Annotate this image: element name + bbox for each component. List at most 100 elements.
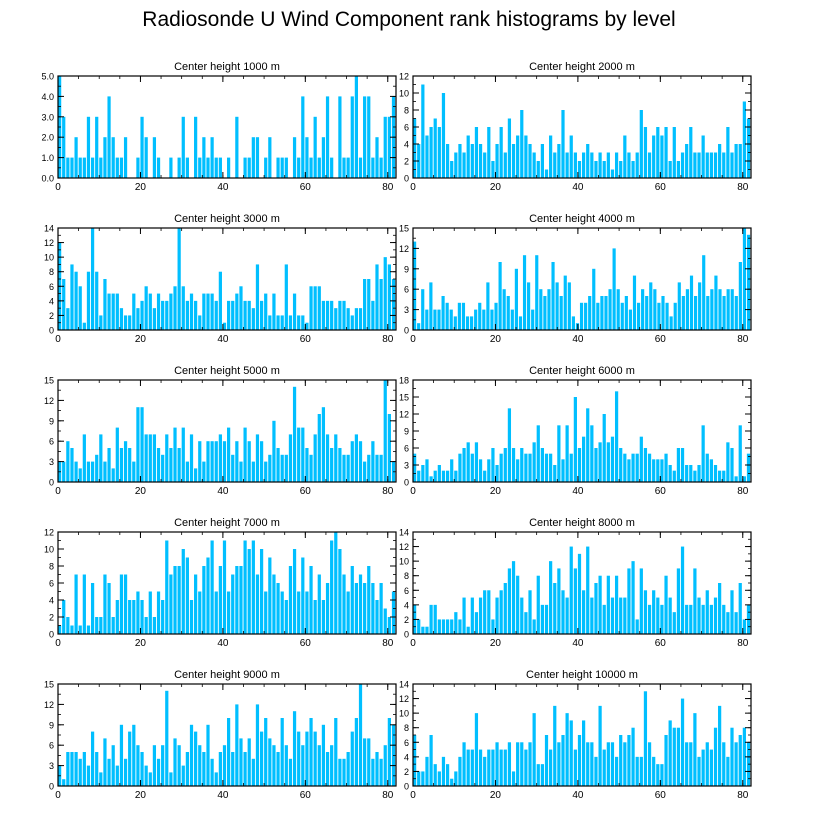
y-tick-label: 10 — [399, 557, 409, 567]
histogram-bar — [495, 597, 499, 634]
histogram-bar — [305, 137, 309, 178]
histogram-bar — [614, 391, 619, 482]
histogram-bar — [169, 448, 173, 482]
x-tick-label: 0 — [55, 334, 61, 345]
histogram-bar — [582, 720, 586, 786]
histogram-bar — [354, 718, 358, 786]
histogram-bar — [119, 448, 124, 482]
histogram-bar — [722, 152, 726, 178]
histogram-bar — [429, 604, 433, 634]
histogram-bar — [547, 289, 551, 330]
histogram-bar — [706, 296, 710, 330]
histogram-bar — [559, 296, 563, 330]
histogram-bar — [573, 749, 577, 786]
histogram-bar — [115, 765, 119, 786]
histogram-bar — [582, 590, 586, 634]
histogram-bar — [498, 262, 502, 330]
histogram-bar — [483, 152, 487, 178]
histogram-bar — [701, 749, 705, 786]
y-tick-label: 12 — [399, 694, 409, 704]
histogram-bar — [433, 118, 437, 178]
histogram-bar — [668, 465, 672, 482]
y-tick-label: 10 — [399, 89, 409, 99]
histogram-bar — [82, 574, 86, 634]
y-tick-label: 12 — [44, 396, 54, 406]
y-tick-label: 4.0 — [41, 92, 54, 102]
histogram-bar — [602, 749, 606, 786]
y-tick-label: 5.0 — [41, 72, 54, 82]
histogram-bar — [511, 771, 516, 786]
histogram-bar — [425, 459, 429, 482]
histogram-bar — [520, 597, 524, 634]
histogram-bar — [590, 425, 594, 482]
histogram-bar — [99, 617, 103, 634]
histogram-bar — [297, 591, 301, 634]
histogram-bar — [123, 758, 128, 786]
y-tick-label: 4 — [49, 296, 54, 306]
histogram-bar — [623, 597, 627, 634]
histogram-bar — [78, 468, 82, 482]
histogram-bar — [478, 144, 483, 178]
histogram-bar — [387, 414, 391, 482]
histogram-bar — [510, 309, 514, 330]
y-tick-label: 8 — [404, 723, 409, 733]
histogram-bar — [627, 152, 631, 178]
histogram-bar — [264, 718, 268, 786]
histogram-bar — [90, 228, 95, 330]
histogram-bar — [268, 557, 272, 634]
histogram-bar — [354, 308, 358, 330]
histogram-bar — [495, 144, 499, 178]
histogram-bar — [198, 591, 202, 634]
histogram-bar — [99, 157, 103, 178]
x-tick-label: 20 — [135, 638, 147, 649]
histogram-bar — [338, 549, 342, 634]
x-tick-label: 60 — [300, 334, 312, 345]
histogram-bar — [358, 441, 363, 482]
histogram-bar — [520, 742, 524, 786]
histogram-bar — [148, 293, 152, 330]
histogram-bar — [660, 135, 664, 178]
y-tick-label: 0 — [49, 782, 54, 792]
histogram-bar — [450, 161, 454, 178]
x-tick-label: 80 — [382, 790, 394, 801]
histogram-bar — [631, 161, 635, 178]
histogram-bar — [421, 289, 425, 330]
histogram-bar — [119, 308, 124, 330]
histogram-bar — [111, 468, 115, 482]
histogram-bar — [321, 724, 326, 786]
histogram-bar — [730, 727, 734, 786]
histogram-bar — [99, 434, 103, 482]
histogram-bar — [734, 296, 738, 330]
histogram-bar — [577, 553, 582, 634]
histogram-bar — [218, 566, 222, 634]
histogram-bar — [661, 296, 665, 330]
histogram-bar — [280, 315, 284, 330]
y-tick-label: 9 — [404, 427, 409, 437]
histogram-bar — [387, 617, 391, 634]
histogram-bar — [115, 157, 119, 178]
histogram-bar — [445, 144, 450, 178]
histogram-bar — [738, 425, 742, 482]
histogram-bar — [437, 465, 441, 482]
y-tick-label: 1.0 — [41, 153, 54, 163]
y-tick-label: 6 — [49, 579, 54, 589]
histogram-bar — [136, 407, 140, 482]
histogram-bar — [458, 619, 462, 634]
histogram-bar — [672, 470, 676, 482]
histogram-bar — [301, 96, 305, 178]
histogram-bar — [656, 127, 660, 178]
histogram-bar — [516, 742, 520, 786]
histogram-bar — [730, 590, 734, 634]
histogram-bar — [685, 465, 689, 482]
histogram-bar — [346, 454, 350, 482]
x-tick-label: 20 — [490, 182, 502, 193]
histogram-bar — [367, 279, 371, 330]
histogram-bar — [177, 745, 181, 786]
histogram-bar — [218, 752, 222, 786]
histogram-bar — [499, 127, 503, 178]
x-tick-label: 20 — [490, 638, 502, 649]
y-tick-label: 15 — [44, 680, 54, 690]
histogram-bar — [693, 470, 697, 482]
histogram-bar — [165, 690, 169, 786]
histogram-bar — [503, 583, 507, 634]
